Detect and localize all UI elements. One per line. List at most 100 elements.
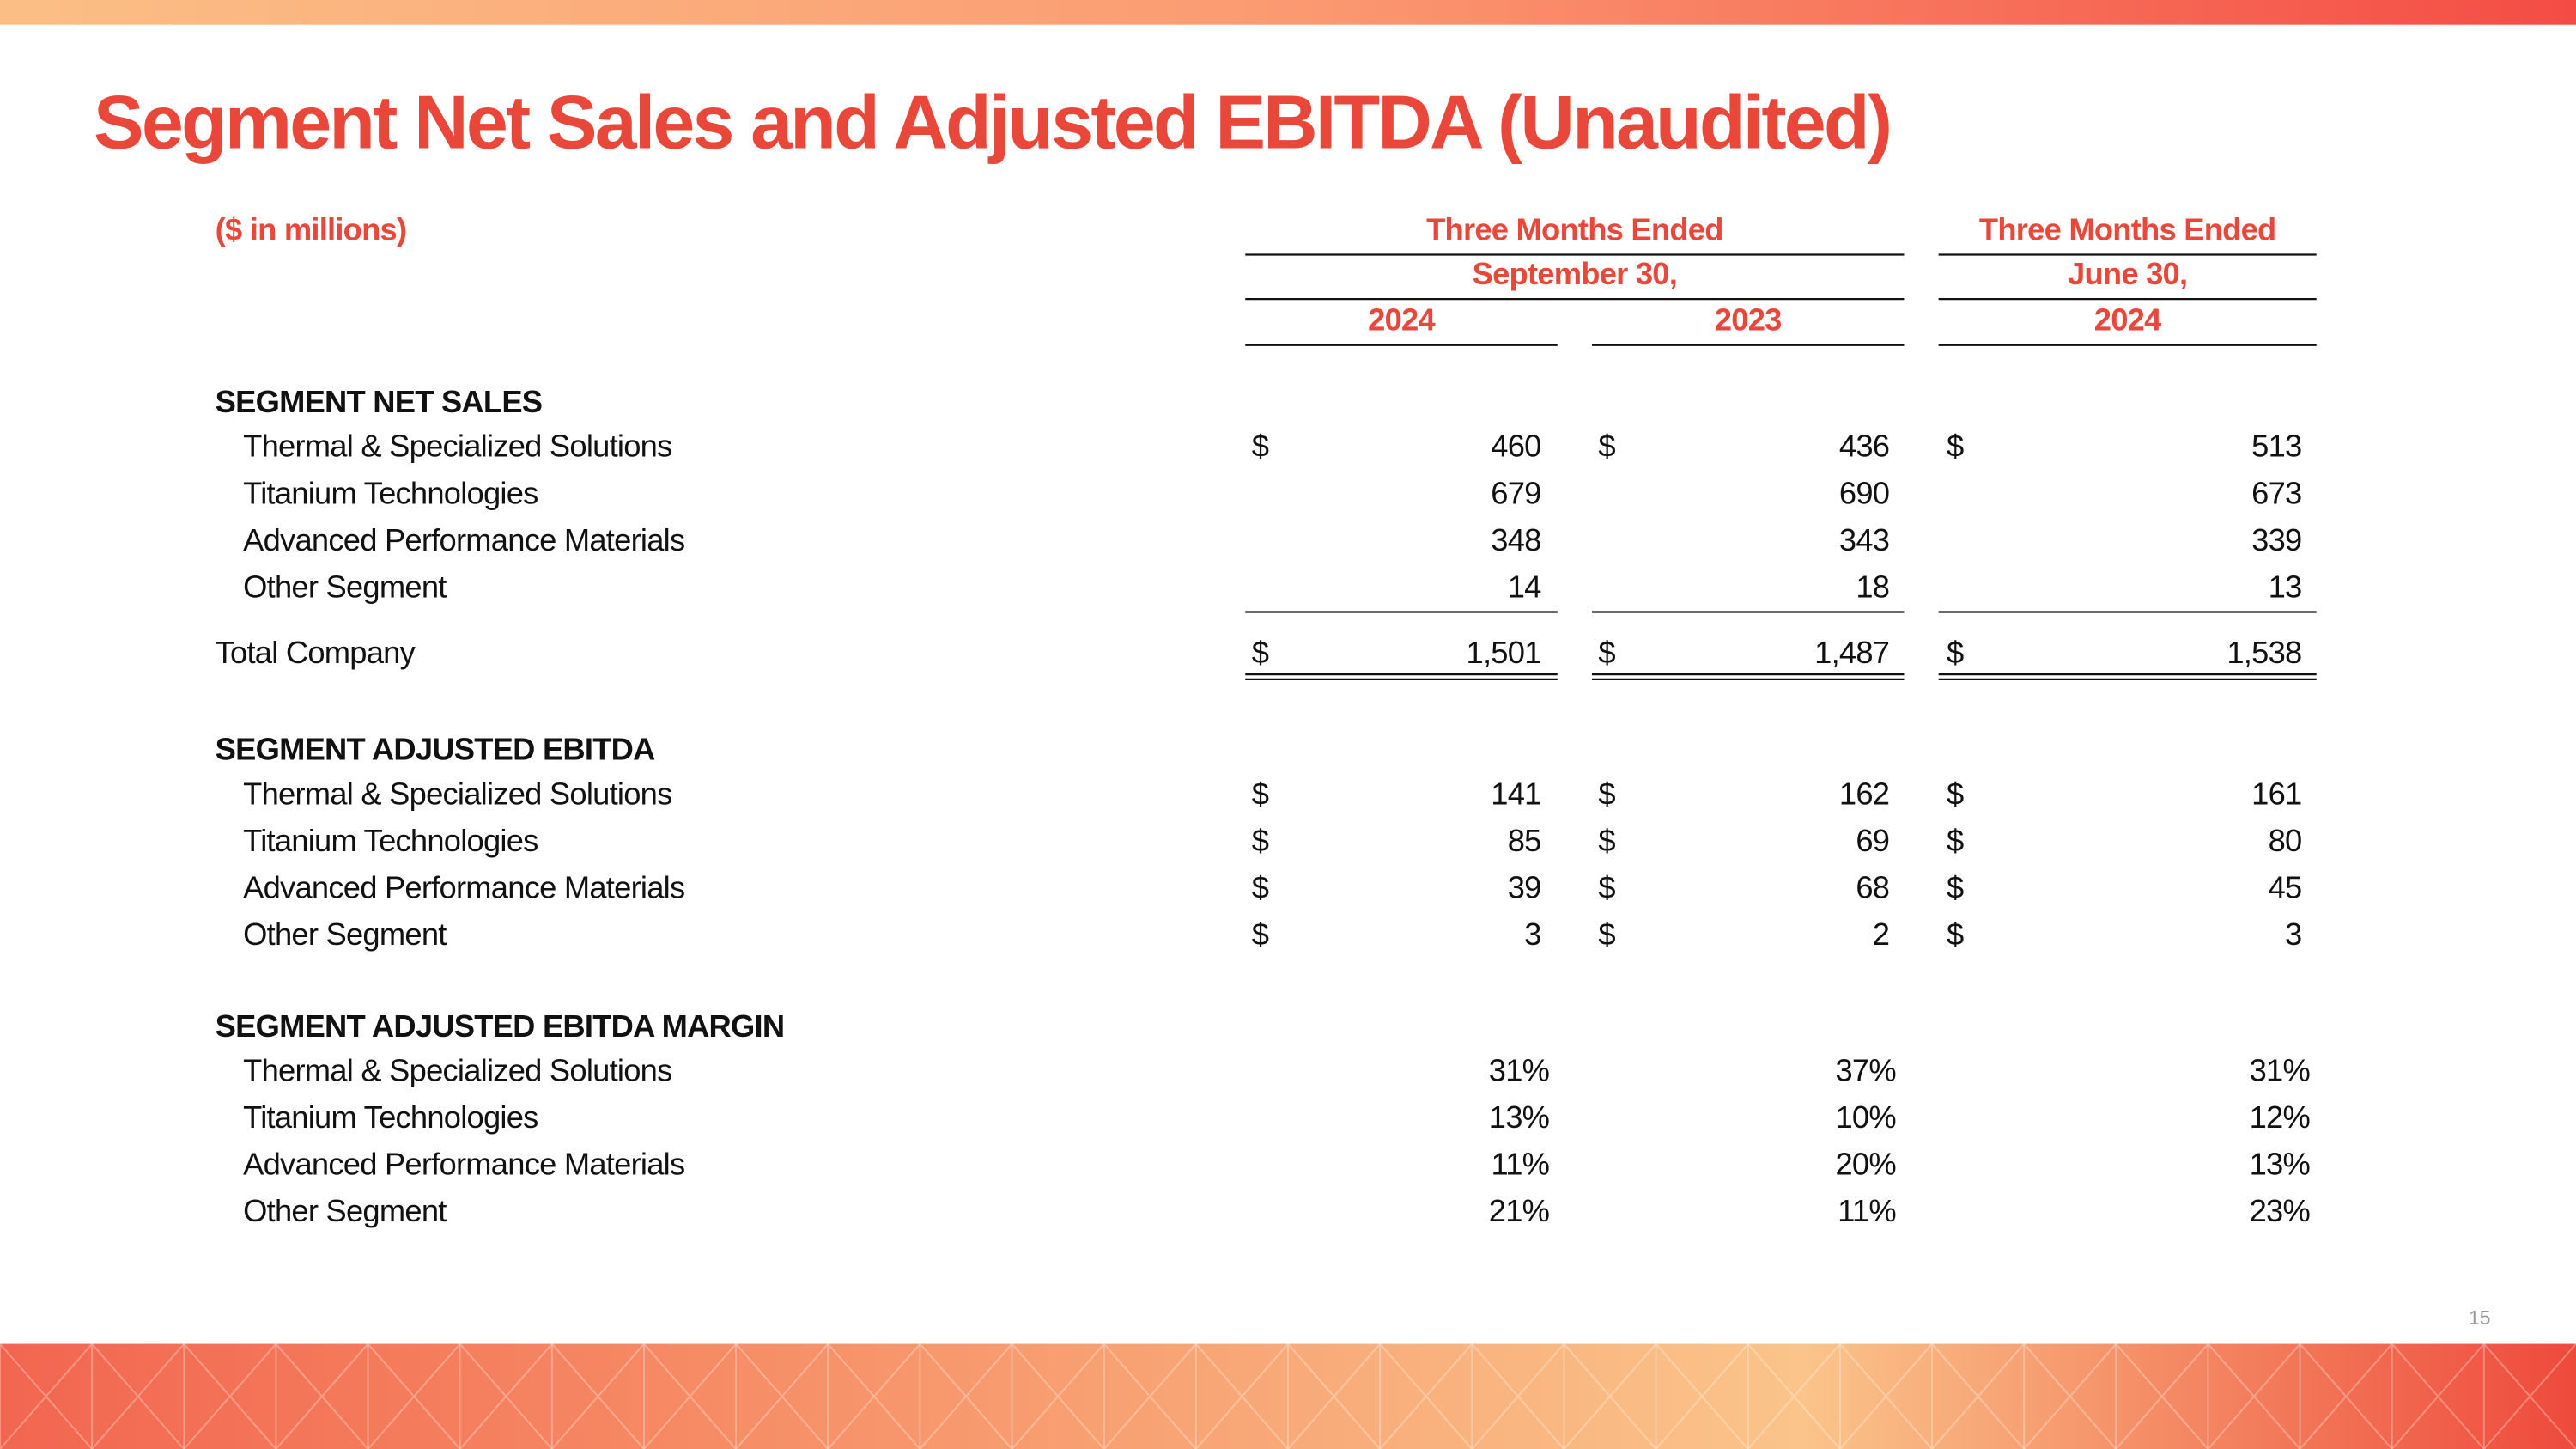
pattern-line (0, 1342, 93, 1449)
cell-value: 85 (1508, 823, 1541, 858)
cell-value: 68 (1856, 869, 1889, 904)
currency-symbol: $ (1252, 916, 1269, 952)
column-header: 2023 (1715, 301, 1782, 337)
pattern-line (1194, 1342, 1289, 1449)
row-label: Advanced Performance Materials (243, 1147, 684, 1182)
band-pattern (0, 1342, 2576, 1449)
bottom-band (0, 1343, 2576, 1449)
pattern-line (275, 1342, 369, 1449)
currency-symbol: $ (1252, 869, 1269, 904)
pattern-line (2482, 1342, 2576, 1449)
row-label: Other Segment (243, 1193, 447, 1228)
cell-value: 80 (2269, 823, 2302, 858)
pattern-line (2391, 1342, 2485, 1449)
cell-value: 343 (1839, 522, 1889, 557)
cell-value: 690 (1839, 475, 1889, 510)
pattern-line (1103, 1342, 1197, 1449)
cell-value: 11% (1491, 1147, 1549, 1182)
top-band (0, 0, 2576, 25)
cell-value: 14 (1508, 569, 1541, 604)
currency-symbol: $ (1252, 776, 1269, 811)
currency-symbol: $ (1598, 776, 1615, 811)
section-heading: SEGMENT ADJUSTED EBITDA MARGIN (216, 1008, 785, 1044)
pattern-line (91, 1342, 185, 1449)
cell-value: 31% (1489, 1053, 1549, 1088)
cell-value: 20% (1835, 1147, 1895, 1182)
pattern-line (1931, 1342, 2025, 1449)
pattern-line (367, 1342, 461, 1449)
cell-value: 3 (2285, 916, 2301, 952)
cell-value: 69 (1856, 823, 1889, 858)
row-label: Advanced Performance Materials (243, 869, 684, 904)
pattern-line (1471, 1342, 1565, 1449)
group-header: September 30, (1473, 256, 1677, 291)
title: Segment Net Sales and Adjusted EBITDA (U… (94, 79, 1890, 164)
cell-value: 10% (1835, 1099, 1895, 1135)
row-label: Thermal & Specialized Solutions (243, 776, 671, 811)
pattern-line (1011, 1342, 1105, 1449)
pattern-line (2299, 1342, 2393, 1449)
cell-value: 673 (2251, 475, 2301, 510)
cell-value: 39 (1508, 869, 1541, 904)
cell-value: 679 (1491, 475, 1540, 510)
currency-symbol: $ (1598, 916, 1615, 952)
cell-value: 1,538 (2227, 635, 2301, 670)
cell-value: 460 (1491, 429, 1540, 464)
pattern-line (735, 1342, 829, 1449)
pattern-line (1655, 1342, 1749, 1449)
cell-value: 513 (2251, 429, 2301, 464)
unit-note: ($ in millions) (216, 211, 407, 247)
currency-symbol: $ (1252, 823, 1269, 858)
pattern-line (2207, 1342, 2301, 1449)
cell-value: 1,501 (1467, 635, 1541, 670)
cell-value: 348 (1491, 522, 1540, 557)
currency-symbol: $ (1947, 429, 1964, 464)
currency-symbol: $ (1598, 869, 1615, 904)
section-heading: SEGMENT NET SALES (216, 384, 543, 419)
currency-symbol: $ (1947, 776, 1964, 811)
cell-value: 162 (1839, 776, 1889, 811)
row-label: Advanced Performance Materials (243, 522, 684, 557)
cell-value: 2 (1873, 916, 1889, 952)
row-label: Titanium Technologies (243, 823, 538, 858)
currency-symbol: $ (1947, 869, 1964, 904)
pattern-line (459, 1342, 553, 1449)
row-label: Titanium Technologies (243, 1099, 538, 1135)
cell-value: 37% (1835, 1053, 1895, 1088)
currency-symbol: $ (1947, 823, 1964, 858)
cell-value: 13% (1489, 1099, 1549, 1135)
cell-value: 13% (2250, 1147, 2310, 1182)
currency-symbol: $ (1252, 635, 1269, 670)
currency-symbol: $ (1947, 916, 1964, 952)
currency-symbol: $ (1598, 823, 1615, 858)
cell-value: 161 (2251, 776, 2301, 811)
page-number: 15 (2469, 1306, 2491, 1329)
total-label: Total Company (216, 635, 416, 670)
row-label: Titanium Technologies (243, 475, 538, 510)
pattern-line (1287, 1342, 1381, 1449)
cell-value: 45 (2269, 869, 2302, 904)
cell-value: 18 (1856, 569, 1889, 604)
pattern-line (183, 1342, 277, 1449)
pattern-line (2115, 1342, 2209, 1449)
pattern-line (1563, 1342, 1657, 1449)
row-label: Thermal & Specialized Solutions (243, 1053, 671, 1088)
group-header: Three Months Ended (1426, 211, 1723, 247)
cell-value: 1,487 (1814, 635, 1889, 670)
column-header: 2024 (1368, 301, 1436, 337)
cell-value: 3 (1524, 916, 1540, 952)
pattern-line (827, 1342, 921, 1449)
row-label: Other Segment (243, 569, 447, 604)
cell-value: 141 (1491, 776, 1540, 811)
section-heading: SEGMENT ADJUSTED EBITDA (216, 732, 655, 767)
cell-value: 31% (2250, 1053, 2310, 1088)
cell-value: 23% (2250, 1193, 2310, 1228)
pattern-line (919, 1342, 1013, 1449)
row-label: Thermal & Specialized Solutions (243, 429, 671, 464)
pattern-line (643, 1342, 737, 1449)
currency-symbol: $ (1598, 635, 1615, 670)
cell-value: 436 (1839, 429, 1889, 464)
group-header: Three Months Ended (1979, 211, 2276, 247)
